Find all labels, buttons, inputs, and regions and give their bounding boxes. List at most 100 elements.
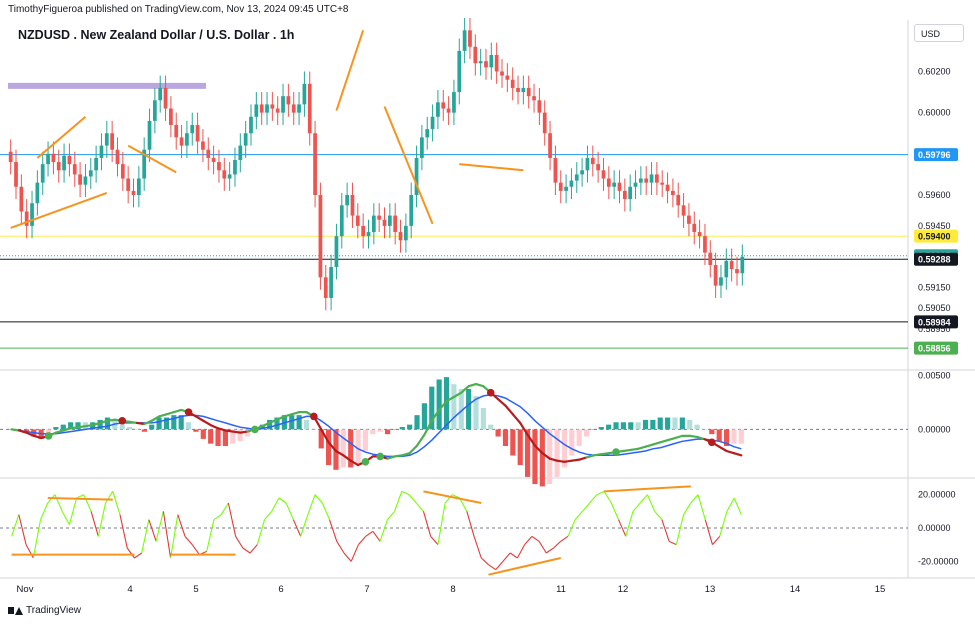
macd-line-segment bbox=[474, 382, 485, 388]
candle-body bbox=[254, 104, 259, 117]
osc-line-segment bbox=[285, 502, 294, 520]
macd-histogram-bar bbox=[377, 429, 383, 432]
candle-body bbox=[532, 96, 536, 101]
x-tick-label: 15 bbox=[875, 584, 886, 595]
candle-body bbox=[40, 164, 45, 183]
osc-line-segment bbox=[271, 497, 280, 512]
osc-line-segment bbox=[379, 519, 388, 542]
macd-histogram-bar bbox=[384, 429, 391, 435]
candle-body bbox=[361, 225, 366, 237]
macd-line-segment bbox=[202, 419, 212, 427]
macd-line-segment bbox=[275, 415, 286, 421]
macd-line-segment bbox=[25, 431, 35, 437]
candle-body bbox=[500, 71, 504, 76]
macd-line-segment bbox=[135, 421, 146, 426]
macd-line-segment bbox=[563, 459, 573, 463]
x-tick-label: 4 bbox=[127, 584, 132, 595]
macd-cross-marker bbox=[708, 438, 716, 447]
candle-body bbox=[345, 195, 349, 206]
candle-body bbox=[72, 164, 77, 175]
macd-histogram-bar bbox=[716, 429, 722, 442]
candle-body bbox=[382, 219, 387, 226]
macd-histogram-bar bbox=[326, 429, 332, 466]
macd-line-segment bbox=[548, 457, 559, 462]
candle-body bbox=[211, 157, 216, 163]
osc-line-segment bbox=[76, 494, 85, 499]
macd-line-segment bbox=[629, 447, 640, 452]
osc-line-segment bbox=[126, 547, 135, 559]
osc-line-segment bbox=[394, 491, 403, 512]
price-tag-label: 0.59288 bbox=[918, 255, 951, 265]
price-tag-label: 0.59400 bbox=[918, 232, 951, 242]
macd-histogram-bar bbox=[399, 427, 405, 430]
macd-histogram-bar bbox=[156, 417, 162, 430]
osc-line-segment bbox=[430, 535, 439, 546]
osc-line-segment bbox=[141, 519, 150, 554]
macd-histogram-bar bbox=[370, 429, 376, 435]
macd-line-segment bbox=[216, 427, 227, 432]
candle-body bbox=[398, 232, 403, 241]
candle-body bbox=[425, 129, 430, 138]
macd-histogram-bar bbox=[171, 415, 177, 430]
osc-line-segment bbox=[292, 519, 302, 537]
osc-line-segment bbox=[40, 502, 49, 520]
macd-line-segment bbox=[570, 458, 581, 462]
candle-body bbox=[452, 92, 456, 113]
macd-histogram-bar bbox=[569, 429, 575, 456]
macd-line-segment bbox=[526, 433, 537, 447]
candle-body bbox=[681, 205, 686, 216]
macd-histogram-bar bbox=[97, 419, 103, 430]
osc-line-segment bbox=[646, 494, 656, 512]
candle-body bbox=[94, 157, 98, 171]
publisher-line: TimothyFigueroa published on TradingView… bbox=[8, 4, 349, 15]
macd-histogram-bar bbox=[303, 419, 310, 430]
osc-line-segment bbox=[459, 497, 468, 512]
candle-body bbox=[692, 223, 697, 233]
macd-line-segment bbox=[467, 382, 478, 388]
osc-line-segment bbox=[589, 494, 598, 504]
y-tick-label: 0.59450 bbox=[918, 221, 951, 231]
macd-line-segment bbox=[327, 441, 338, 453]
macd-line-segment bbox=[460, 385, 470, 394]
macd-line-segment bbox=[688, 434, 699, 439]
osc-line-segment bbox=[372, 531, 381, 542]
macd-histogram-bar bbox=[200, 429, 206, 439]
candle-body bbox=[83, 176, 88, 185]
candle-body bbox=[259, 104, 264, 113]
price-tag bbox=[914, 229, 958, 243]
candle-body bbox=[377, 215, 382, 220]
osc-line-segment bbox=[105, 491, 114, 504]
osc-line-segment bbox=[574, 510, 583, 521]
macd-histogram-bar bbox=[606, 424, 612, 430]
osc-line-segment bbox=[610, 502, 620, 520]
candle-body bbox=[371, 215, 376, 233]
osc-line-segment bbox=[61, 511, 70, 525]
oscillator-pane bbox=[0, 485, 908, 576]
x-tick-label: 12 bbox=[618, 584, 629, 595]
osc-line-segment bbox=[560, 535, 569, 542]
osc-line-segment bbox=[639, 494, 648, 504]
macd-histogram-bar bbox=[709, 429, 715, 435]
macd-histogram-bar bbox=[274, 417, 280, 430]
currency-button[interactable]: USD bbox=[914, 24, 964, 42]
macd-histogram-bar bbox=[127, 427, 133, 430]
osc-line-segment bbox=[170, 514, 179, 559]
macd-histogram-bar bbox=[672, 417, 678, 430]
macd-histogram-bar bbox=[701, 429, 708, 430]
macd-line-segment bbox=[10, 428, 21, 432]
macd-histogram-bar bbox=[244, 429, 251, 437]
macd-line-segment bbox=[349, 459, 360, 467]
macd-line-segment bbox=[415, 433, 426, 447]
macd-line-segment bbox=[430, 408, 441, 422]
osc-trend-line bbox=[488, 557, 561, 576]
osc-line-segment bbox=[538, 541, 547, 554]
macd-histogram-bar bbox=[222, 429, 228, 447]
macd-line-segment bbox=[644, 443, 654, 448]
macd-histogram-bar bbox=[185, 422, 192, 430]
candle-body bbox=[35, 182, 40, 204]
candle-body bbox=[585, 157, 590, 171]
macd-histogram-bar bbox=[554, 429, 560, 477]
candle-body bbox=[323, 277, 328, 298]
macd-line-segment bbox=[637, 445, 647, 450]
osc-line-segment bbox=[690, 494, 699, 504]
